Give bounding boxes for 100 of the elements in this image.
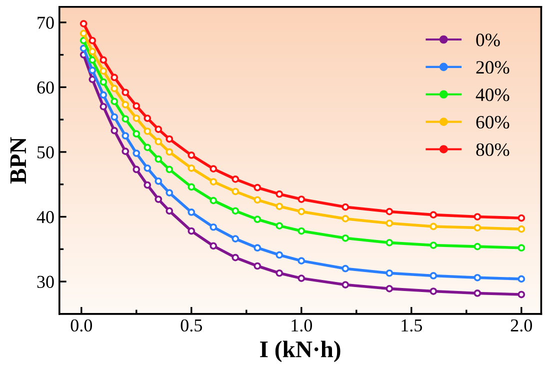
point	[518, 275, 526, 283]
point	[166, 148, 174, 156]
point	[144, 114, 152, 122]
y-axis-title: BPN	[10, 137, 26, 184]
point	[342, 215, 350, 222]
point	[518, 290, 526, 298]
point	[254, 184, 262, 192]
point	[254, 216, 262, 224]
point	[188, 164, 196, 172]
point	[474, 224, 482, 232]
point	[188, 183, 196, 191]
point	[122, 148, 130, 156]
point	[154, 177, 162, 185]
point	[298, 196, 306, 203]
point	[132, 150, 140, 157]
point	[430, 222, 438, 230]
point	[474, 242, 482, 250]
point	[80, 20, 88, 28]
y-tick-label: 50	[38, 146, 54, 158]
point	[254, 244, 262, 252]
point	[474, 290, 482, 297]
point	[110, 98, 118, 106]
point	[144, 181, 152, 189]
point	[276, 222, 284, 230]
x-tick-label: 0.5	[180, 319, 202, 332]
point	[166, 189, 174, 196]
point	[88, 36, 96, 44]
point	[518, 225, 526, 233]
point	[474, 274, 482, 282]
point	[144, 144, 152, 152]
point	[430, 211, 438, 219]
point	[132, 166, 140, 174]
legend-label: 20%	[476, 61, 510, 74]
point	[386, 208, 394, 216]
point	[188, 227, 196, 235]
point	[276, 190, 284, 198]
point	[232, 207, 240, 215]
point	[110, 126, 118, 134]
point	[386, 238, 394, 246]
point	[166, 135, 174, 143]
point	[166, 207, 174, 215]
point	[154, 126, 162, 133]
point	[342, 264, 350, 272]
point	[110, 74, 118, 82]
point	[518, 244, 526, 252]
point	[100, 102, 108, 110]
x-tick-label: 0.0	[70, 319, 92, 332]
point	[232, 176, 240, 183]
y-tick-label: 30	[37, 276, 54, 288]
point	[132, 102, 140, 110]
point	[188, 152, 196, 159]
point	[144, 128, 152, 135]
point	[232, 254, 240, 262]
point	[144, 164, 152, 172]
point	[166, 166, 174, 174]
point	[132, 130, 140, 138]
point	[122, 132, 130, 140]
point	[276, 202, 284, 210]
point	[254, 262, 262, 270]
point	[100, 78, 108, 86]
point	[254, 196, 262, 204]
point	[210, 165, 218, 173]
point	[122, 88, 130, 96]
point	[88, 56, 96, 64]
point	[276, 269, 284, 277]
point	[298, 257, 306, 264]
point	[110, 84, 118, 92]
point	[122, 101, 130, 108]
point	[386, 220, 394, 227]
point	[298, 227, 306, 235]
point	[430, 242, 438, 249]
point	[154, 155, 162, 163]
point	[386, 284, 394, 292]
point	[386, 269, 394, 277]
point	[342, 203, 350, 211]
point	[100, 56, 108, 64]
point	[518, 214, 526, 222]
point	[474, 213, 482, 220]
point	[88, 66, 96, 74]
point	[298, 274, 306, 282]
legend-label: 60%	[476, 116, 510, 129]
legend-label: 80%	[476, 143, 510, 156]
point	[210, 178, 218, 186]
x-tick-label: 1.5	[402, 319, 422, 332]
point	[122, 115, 130, 123]
x-tick-label: 1.0	[292, 319, 312, 332]
legend-label: 0%	[476, 34, 500, 46]
point	[210, 223, 218, 231]
x-tick-label: 2.0	[510, 319, 532, 332]
point	[342, 234, 350, 242]
point	[100, 67, 108, 75]
point	[132, 114, 140, 122]
point	[210, 196, 218, 204]
legend-label: 40%	[476, 88, 510, 102]
point	[430, 272, 438, 280]
y-tick-label: 40	[36, 211, 54, 224]
point	[154, 196, 162, 203]
point	[154, 138, 162, 146]
y-tick-label: 60	[37, 81, 54, 94]
point	[276, 251, 284, 259]
